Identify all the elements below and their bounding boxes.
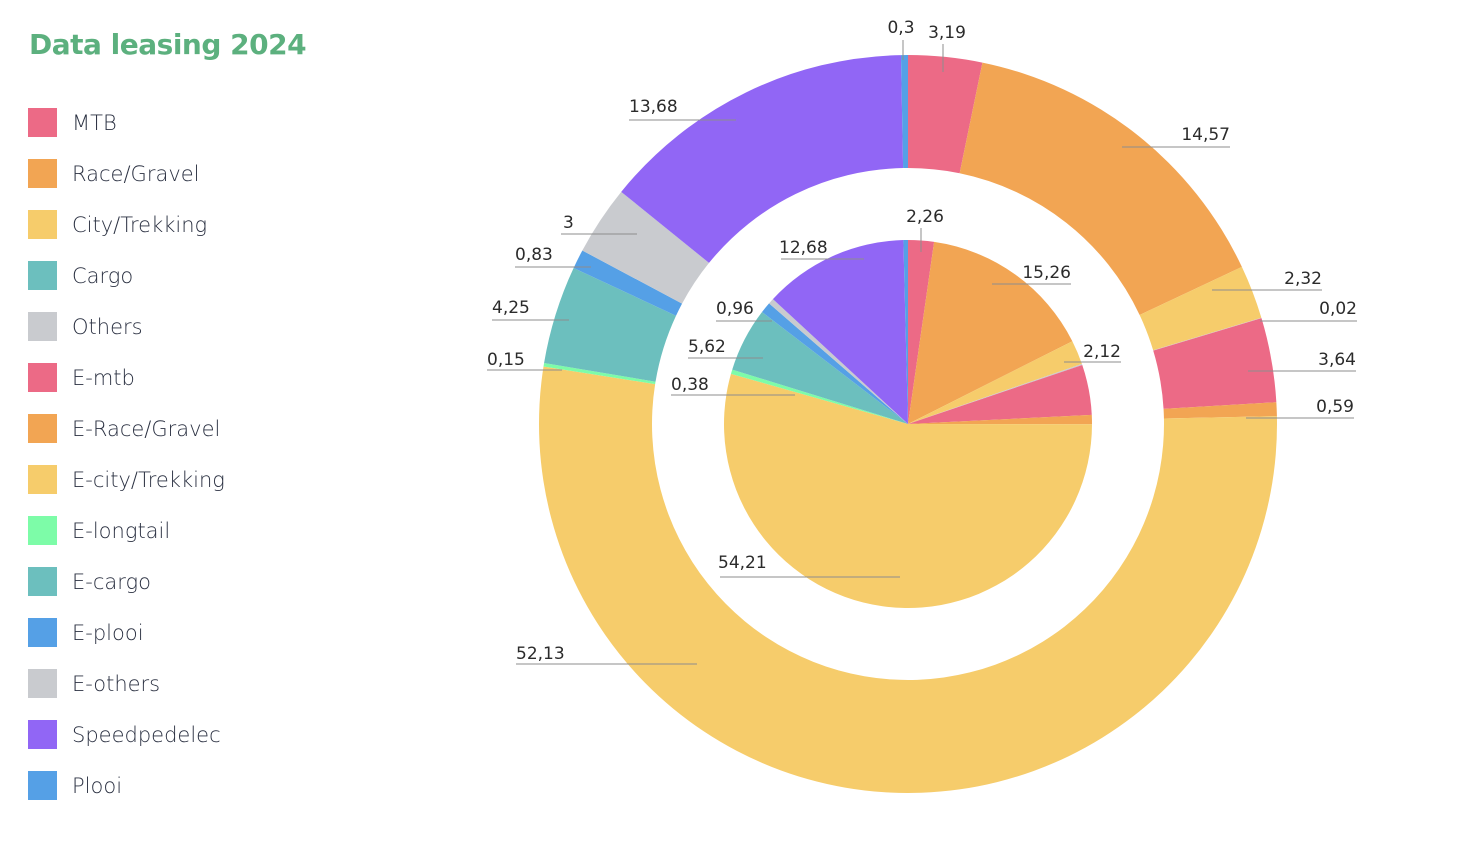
inner-label-e-plooi: 0,96 — [716, 299, 754, 319]
outer-label-e-race-gravel: 0,59 — [1316, 397, 1354, 417]
legend-swatch — [28, 771, 57, 800]
outer-label-race-gravel: 14,57 — [1181, 125, 1230, 145]
outer-ring — [539, 55, 1278, 794]
legend-item-e-city-trekking[interactable]: E-city/Trekking — [28, 454, 225, 505]
legend-swatch — [28, 108, 57, 137]
inner-slice-others[interactable] — [908, 363, 1083, 424]
legend-item-mtb[interactable]: MTB — [28, 97, 225, 148]
inner-label-mtb: 2,26 — [906, 207, 944, 227]
inner-slice-e-race-gravel[interactable] — [908, 414, 1092, 425]
outer-slice-mtb[interactable] — [908, 55, 983, 174]
legend: MTB Race/Gravel City/Trekking Cargo Othe… — [28, 97, 225, 811]
outer-label-e-others: 3 — [563, 213, 574, 233]
inner-slice-race-gravel[interactable] — [908, 241, 1073, 424]
inner-slice-e-plooi[interactable] — [762, 303, 908, 424]
inner-label-e-longtail: 0,38 — [671, 375, 709, 395]
legend-swatch — [28, 312, 57, 341]
legend-label: E-mtb — [72, 365, 135, 390]
outer-slice-e-others[interactable] — [582, 191, 710, 304]
legend-item-e-longtail[interactable]: E-longtail — [28, 505, 225, 556]
label-leader-lines — [487, 40, 1357, 665]
legend-item-race-gravel[interactable]: Race/Gravel — [28, 148, 225, 199]
legend-label: E-plooi — [72, 620, 144, 645]
outer-label-city-trekking: 2,32 — [1284, 269, 1322, 289]
legend-swatch — [28, 210, 57, 239]
outer-slice-e-race-gravel[interactable] — [1163, 402, 1277, 419]
outer-label-e-plooi: 0,83 — [515, 245, 553, 265]
legend-swatch — [28, 516, 57, 545]
legend-swatch — [28, 261, 57, 290]
legend-swatch — [28, 567, 57, 596]
outer-slice-plooi[interactable] — [900, 55, 908, 169]
legend-label: Race/Gravel — [72, 161, 200, 186]
data-labels: 3,19 14,57 2,32 0,02 3,64 0,59 52,13 0,15 4,25 0,… — [487, 18, 1357, 664]
legend-label: E-city/Trekking — [72, 467, 225, 492]
chart-title: Data leasing 2024 — [29, 28, 307, 61]
legend-swatch — [28, 720, 57, 749]
legend-label: E-longtail — [72, 518, 171, 543]
legend-swatch — [28, 669, 57, 698]
inner-pie — [724, 240, 1092, 608]
inner-slice-speedpedelec[interactable] — [772, 240, 908, 424]
legend-item-city-trekking[interactable]: City/Trekking — [28, 199, 225, 250]
legend-label: Speedpedelec — [72, 722, 221, 747]
legend-label: E-Race/Gravel — [72, 416, 221, 441]
inner-slice-city-trekking[interactable] — [908, 341, 1082, 424]
outer-label-plooi: 0,3 — [887, 18, 914, 38]
outer-label-e-city-trekking: 52,13 — [516, 644, 565, 664]
legend-label: City/Trekking — [72, 212, 208, 237]
legend-item-e-mtb[interactable]: E-mtb — [28, 352, 225, 403]
outer-slice-e-longtail[interactable] — [543, 363, 656, 385]
outer-slice-race-gravel[interactable] — [959, 62, 1242, 315]
inner-label-city-trekking: 2,12 — [1083, 342, 1121, 362]
outer-label-others: 0,02 — [1319, 299, 1357, 319]
legend-item-e-cargo[interactable]: E-cargo — [28, 556, 225, 607]
outer-slice-e-city-trekking[interactable] — [539, 366, 1278, 794]
inner-slice-mtb[interactable] — [908, 240, 935, 424]
outer-label-speedpedelec: 13,68 — [629, 97, 678, 117]
inner-slice-e-city-trekking[interactable] — [724, 373, 1092, 608]
legend-item-e-others[interactable]: E-others — [28, 658, 225, 709]
legend-item-e-plooi[interactable]: E-plooi — [28, 607, 225, 658]
legend-label: Cargo — [72, 263, 134, 288]
inner-slice-e-mtb[interactable] — [908, 364, 1092, 424]
inner-label-e-city-trekking: 54,21 — [718, 553, 767, 573]
inner-label-speedpedelec: 12,68 — [779, 238, 828, 258]
outer-slice-speedpedelec[interactable] — [621, 55, 904, 263]
legend-item-speedpedelec[interactable]: Speedpedelec — [28, 709, 225, 760]
outer-label-e-longtail: 0,15 — [487, 350, 525, 370]
legend-item-cargo[interactable]: Cargo — [28, 250, 225, 301]
outer-slice-e-cargo[interactable] — [544, 267, 677, 382]
legend-label: E-cargo — [72, 569, 151, 594]
legend-label: MTB — [72, 110, 117, 135]
inner-slice-e-longtail[interactable] — [730, 369, 908, 424]
inner-label-race-gravel: 15,26 — [1022, 263, 1071, 283]
legend-item-e-race-gravel[interactable]: E-Race/Gravel — [28, 403, 225, 454]
outer-slice-e-plooi[interactable] — [573, 250, 683, 316]
legend-label: E-others — [72, 671, 161, 696]
inner-slice-plooi[interactable] — [903, 240, 908, 424]
outer-slice-city-trekking[interactable] — [1139, 266, 1262, 351]
legend-swatch — [28, 414, 57, 443]
inner-slice-e-cargo[interactable] — [732, 312, 908, 424]
outer-slice-e-mtb[interactable] — [1153, 318, 1277, 409]
legend-swatch — [28, 618, 57, 647]
inner-slice-e-others[interactable] — [769, 299, 908, 424]
inner-label-e-cargo: 5,62 — [688, 337, 726, 357]
legend-label: Plooi — [72, 773, 123, 798]
legend-swatch — [28, 363, 57, 392]
legend-item-plooi[interactable]: Plooi — [28, 760, 225, 811]
outer-label-e-cargo: 4,25 — [492, 298, 530, 318]
legend-item-others[interactable]: Others — [28, 301, 225, 352]
outer-label-e-mtb: 3,64 — [1318, 350, 1356, 370]
legend-swatch — [28, 159, 57, 188]
legend-swatch — [28, 465, 57, 494]
legend-label: Others — [72, 314, 143, 339]
outer-label-mtb: 3,19 — [928, 23, 966, 43]
outer-slice-others[interactable] — [1153, 317, 1262, 351]
